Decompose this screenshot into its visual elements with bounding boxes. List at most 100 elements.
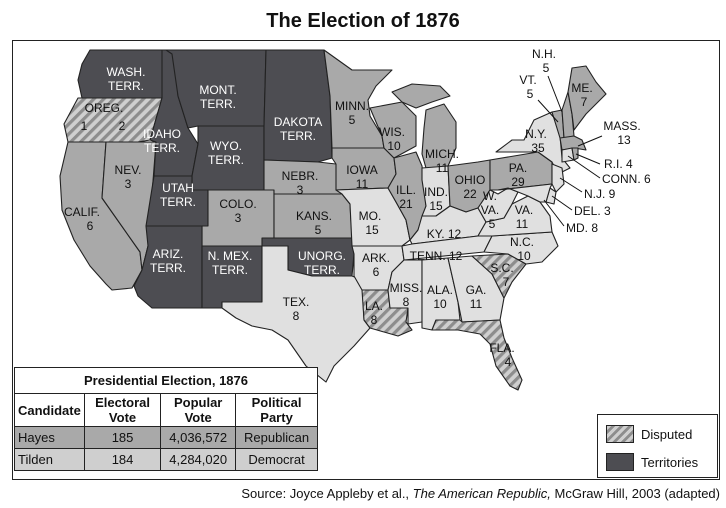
label-ga: GA. <box>466 283 487 297</box>
table-row: Hayes 185 4,036,572 Republican <box>14 426 318 449</box>
label-wis-votes: 10 <box>387 139 401 153</box>
label-tenn: TENN. 12 <box>410 249 463 263</box>
label-dakota-terr: TERR. <box>280 129 316 143</box>
label-minn-votes: 5 <box>349 113 356 127</box>
label-va-votes: 11 <box>516 217 529 231</box>
label-nmex-terr: TERR. <box>212 263 248 277</box>
label-fla-votes: 4 <box>505 355 512 369</box>
label-nc: N.C. <box>510 235 534 249</box>
label-oreg-disputed: 1 <box>81 119 88 133</box>
label-kans: KANS. <box>296 209 332 223</box>
label-pa-votes: 29 <box>511 175 525 189</box>
label-nh: N.H. <box>532 47 556 61</box>
label-mass-votes: 13 <box>617 133 631 147</box>
label-ill: ILL. <box>396 183 416 197</box>
results-table: Presidential Election, 1876 Candidate El… <box>14 367 318 471</box>
label-ny-votes: 35 <box>531 141 545 155</box>
label-miss: MISS. <box>390 281 423 295</box>
label-vt-votes: 5 <box>527 87 534 101</box>
label-md: MD. 8 <box>566 221 598 235</box>
table-caption: Presidential Election, 1876 <box>14 367 318 394</box>
label-mass: MASS. <box>603 119 640 133</box>
cell-popular: 4,284,020 <box>160 448 237 471</box>
label-ark-votes: 6 <box>373 265 380 279</box>
label-idaho-terr: TERR. <box>144 141 180 155</box>
label-tex-votes: 8 <box>293 309 300 323</box>
label-ga-votes: 11 <box>470 297 483 311</box>
map-legend: Disputed Territories <box>597 414 718 478</box>
label-nc-votes: 10 <box>517 249 531 263</box>
state-new-jersey <box>551 163 565 193</box>
state-wisconsin <box>369 101 417 159</box>
label-mo: MO. <box>359 209 382 223</box>
label-wva-va: VA. <box>481 203 499 217</box>
cell-candidate: Tilden <box>14 448 85 471</box>
label-mo-votes: 15 <box>365 223 379 237</box>
header-popular-vote: Popular Vote <box>160 393 237 427</box>
label-ohio: OHIO <box>455 173 486 187</box>
table-row: Tilden 184 4,284,020 Democrat <box>14 448 318 471</box>
state-dakota-territory <box>263 49 333 163</box>
label-ill-votes: 21 <box>399 197 413 211</box>
territories-swatch <box>606 453 634 471</box>
label-conn: CONN. 6 <box>602 172 651 186</box>
label-del: DEL. 3 <box>574 204 611 218</box>
label-vt: VT. <box>519 73 536 87</box>
state-michigan-upper <box>391 83 451 109</box>
label-wva: W. <box>483 189 497 203</box>
cell-party: Republican <box>235 426 318 449</box>
map-title: The Election of 1876 <box>266 10 460 32</box>
label-oreg-votes: 2 <box>119 119 126 133</box>
label-la: LA. <box>365 299 383 313</box>
state-florida <box>431 319 523 391</box>
legend-label-disputed: Disputed <box>641 426 693 442</box>
label-colo: COLO. <box>219 197 256 211</box>
label-miss-votes: 8 <box>403 295 410 309</box>
label-unorg: UNORG. <box>298 249 346 263</box>
state-mississippi <box>387 259 423 325</box>
label-nev-votes: 3 <box>125 177 132 191</box>
legend-item-territories: Territories <box>606 451 698 473</box>
state-minnesota <box>323 49 393 149</box>
label-iowa: IOWA <box>346 163 378 177</box>
label-dakota: DAKOTA <box>274 115 322 129</box>
cell-electoral: 185 <box>83 426 162 449</box>
label-ark: ARK. <box>362 251 390 265</box>
label-iowa-votes: 11 <box>356 177 369 191</box>
disputed-swatch <box>606 425 634 443</box>
label-minn: MINN. <box>335 99 369 113</box>
label-wash: WASH. <box>107 65 146 79</box>
label-ohio-votes: 22 <box>463 187 477 201</box>
label-wyo-terr: TERR. <box>208 153 244 167</box>
label-sc: S.C. <box>490 261 513 275</box>
state-maine <box>567 65 607 131</box>
label-calif: CALIF. <box>64 205 100 219</box>
label-idaho: IDAHO <box>143 127 181 141</box>
label-ri: R.I. 4 <box>604 157 633 171</box>
cell-electoral: 184 <box>83 448 162 471</box>
label-nebr-votes: 3 <box>297 183 304 197</box>
label-me: ME. <box>571 81 592 95</box>
label-ky: KY. 12 <box>427 227 462 241</box>
cell-party: Democrat <box>235 448 318 471</box>
label-nev: NEV. <box>115 163 142 177</box>
label-ind: IND. <box>424 185 448 199</box>
label-ala-votes: 10 <box>433 297 447 311</box>
header-electoral-vote: Electoral Vote <box>83 393 162 427</box>
state-maryland <box>497 183 553 203</box>
label-nj: N.J. 9 <box>584 187 616 201</box>
source-prefix: Source: Joyce Appleby et al., <box>241 486 413 501</box>
label-colo-votes: 3 <box>235 211 242 225</box>
source-suffix: McGraw Hill, 2003 (adapted) <box>550 486 720 501</box>
source-book-title: The American Republic, <box>412 486 551 501</box>
header-political-party: Political Party <box>235 393 318 427</box>
label-ala: ALA. <box>427 283 453 297</box>
label-la-votes: 8 <box>371 313 378 327</box>
cell-candidate: Hayes <box>14 426 85 449</box>
label-wis: WIS. <box>379 125 405 139</box>
state-texas <box>221 245 371 383</box>
label-sc-votes: 7 <box>503 275 510 289</box>
label-ariz-terr: TERR. <box>150 261 186 275</box>
legend-label-territories: Territories <box>641 454 699 470</box>
label-kans-votes: 5 <box>315 223 322 237</box>
